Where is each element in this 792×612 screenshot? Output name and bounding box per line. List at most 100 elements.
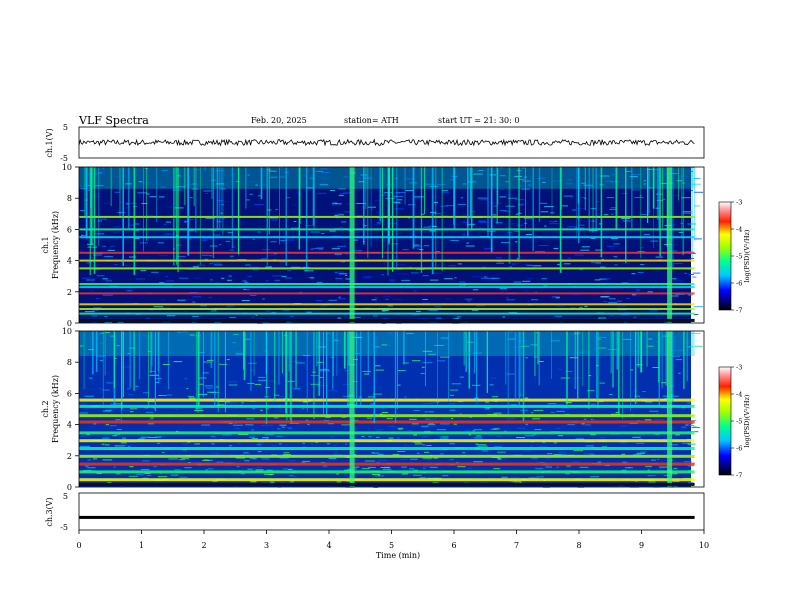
- spectrogram-speck: [316, 300, 322, 301]
- spectrogram-speck: [317, 192, 327, 194]
- spectrogram-speck: [303, 270, 314, 272]
- spectrogram-speck: [338, 296, 341, 298]
- ch1-waveform-panel: 5 -5 ch.1(V): [45, 123, 705, 163]
- spectrogram-speck: [281, 426, 285, 428]
- spectrogram-speck: [527, 185, 532, 187]
- spectrogram-speck: [316, 170, 324, 172]
- spectrogram-speck: [255, 469, 264, 471]
- spectrogram-speck: [336, 442, 339, 444]
- spectrogram-speck: [477, 444, 487, 446]
- spectrogram-sferic: [202, 331, 204, 398]
- spectrogram-speck: [220, 204, 224, 206]
- spectrogram-speck: [499, 196, 507, 198]
- spectrogram-band: [79, 414, 695, 418]
- spectrogram-speck: [422, 444, 426, 446]
- spectrogram-band: [79, 447, 695, 450]
- spectrogram-speck: [434, 318, 442, 320]
- spectrogram-sferic: [245, 167, 247, 209]
- spectrogram-speck: [128, 256, 136, 258]
- spectrogram-sferic: [382, 167, 383, 259]
- spectrogram-speck: [625, 171, 632, 172]
- spectrogram-sferic: [437, 331, 438, 405]
- spectrogram-speck: [678, 372, 681, 374]
- spectrogram-speck: [459, 376, 464, 378]
- spectrogram-speck: [617, 306, 627, 307]
- spectrogram-sferic: [574, 331, 577, 390]
- spectrogram-sferic: [577, 167, 580, 204]
- spectrogram-speck: [326, 332, 331, 334]
- spectrogram-speck: [457, 466, 466, 468]
- spectrogram-sferic: [640, 331, 643, 373]
- spectrogram-speck: [549, 223, 559, 225]
- spectrogram-speck: [334, 271, 344, 273]
- spectrogram-speck: [116, 429, 122, 430]
- spectrogram-speck: [96, 275, 105, 277]
- spectrogram-speck: [610, 207, 616, 209]
- spectrogram-speck: [493, 428, 500, 430]
- spectrogram-band: [79, 292, 695, 295]
- spectrogram-speck: [364, 460, 375, 462]
- spectrogram-speck: [187, 396, 194, 398]
- spectrogram-speck: [79, 185, 87, 187]
- spectrogram-speck: [600, 296, 610, 298]
- spectrogram-speck: [352, 250, 363, 252]
- spectrogram-sferic: [538, 167, 541, 222]
- spectrogram-speck: [293, 221, 297, 222]
- spectrogram-speck: [567, 424, 575, 425]
- spectrogram-sferic: [425, 331, 426, 387]
- ch1-spectrogram-frame: [78, 166, 705, 324]
- spectrogram-speck: [209, 255, 212, 257]
- spectrogram-speck: [195, 408, 203, 410]
- spectrogram-speck: [468, 434, 472, 436]
- spectrogram-speck: [316, 281, 323, 283]
- spectrogram-speck: [79, 210, 85, 211]
- spectrogram-speck: [173, 361, 183, 363]
- spectrogram-speck: [287, 468, 293, 470]
- spectrogram-sferic: [412, 167, 415, 249]
- spectrogram-speck: [570, 333, 579, 335]
- spectrogram-speck: [373, 224, 384, 226]
- spectrogram-speck: [505, 205, 515, 207]
- spectrogram-speck: [285, 426, 293, 428]
- spectrogram-speck: [201, 239, 208, 241]
- spectrogram-sferic: [618, 331, 620, 414]
- spectrogram-speck: [96, 473, 102, 475]
- xtick-label: 4: [326, 541, 331, 550]
- spectrogram-speck: [226, 359, 230, 361]
- spectrogram-speck: [449, 394, 455, 396]
- spectrogram-speck: [344, 275, 347, 276]
- spectrogram-speck: [138, 438, 141, 440]
- spectrogram-speck: [549, 221, 555, 223]
- spectrogram-speck: [613, 256, 618, 258]
- spectrogram-speck: [528, 477, 539, 479]
- spectrogram-speck: [404, 444, 407, 446]
- spectrogram-speck: [388, 281, 395, 283]
- spectrogram-speck: [651, 459, 656, 461]
- spectrogram-speck: [449, 409, 456, 411]
- spectrogram-speck: [124, 302, 135, 304]
- spectrogram-speck: [102, 459, 113, 461]
- spectrogram-speck: [541, 278, 547, 280]
- spectrogram-speck: [493, 446, 502, 448]
- spectrogram-speck: [368, 466, 376, 468]
- spectrogram-speck: [214, 264, 223, 266]
- spectrogram-speck: [420, 373, 425, 374]
- spectrogram-speck: [671, 223, 677, 225]
- spectrogram-speck: [640, 247, 644, 249]
- spectrogram-sferic: [463, 331, 466, 366]
- spectrogram-speck: [279, 457, 289, 459]
- spectrogram-sferic: [394, 331, 397, 423]
- spectrogram-speck: [590, 237, 596, 239]
- spectrogram-speck: [544, 225, 547, 227]
- spectrogram-speck: [253, 458, 257, 460]
- xtick-label: 10: [699, 541, 709, 550]
- spectrogram-speck: [647, 475, 656, 477]
- spectrogram-speck: [302, 460, 311, 462]
- colorbar-tick-label: -4: [736, 226, 742, 234]
- ch1-waveform-frame: [78, 126, 705, 159]
- spectrogram-speck: [234, 427, 241, 429]
- spectrogram-speck: [259, 184, 269, 186]
- spectrogram-speck: [489, 384, 494, 386]
- ytick-label: 0: [67, 319, 72, 328]
- spectrogram-speck: [176, 244, 182, 246]
